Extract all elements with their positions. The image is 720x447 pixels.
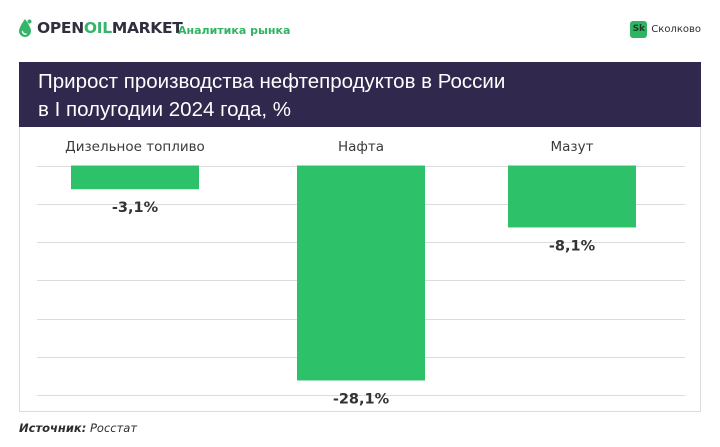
category-label: Нафта [338,139,384,155]
chart-area: Дизельное топливо -3,1% Нафта -28,1% Мазут -8… [19,127,701,412]
data-label: -28,1% [333,391,390,407]
skolkovo-badge-icon: Sk [630,21,648,38]
data-label: -8,1% [549,238,596,254]
skolkovo-logo: Sk Сколково [630,21,701,38]
logo-prefix: OPEN [37,19,84,37]
bar [71,165,199,190]
oil-drop-icon [19,19,32,37]
chart-title-line2: в I полугодии 2024 года, % [38,98,292,121]
source-note: Источник: Росстат [19,421,137,435]
chart-title-line1: Прирост производства нефтепродуктов в Ро… [38,70,506,93]
header: OPENOILMARKET Аналитика рынка Sk Сколков… [0,0,720,60]
bar [508,165,636,228]
source-label: Источник: [19,421,87,435]
chart-title-band: Прирост производства нефтепродуктов в Ро… [19,62,701,127]
category-label: Дизельное топливо [65,139,205,155]
data-label: -3,1% [112,200,159,216]
logo-text: OPENOILMARKET [37,18,183,38]
logo-accent: OIL [83,19,112,37]
source-value: Росстат [89,421,138,435]
bar-chart: Дизельное топливо -3,1% Нафта -28,1% Мазут -8… [37,139,685,407]
tagline: Аналитика рынка [178,24,291,37]
partner-name: Сколково [651,24,701,35]
bar [297,165,425,381]
openoilmarket-logo[interactable]: OPENOILMARKET [17,18,183,38]
category-label: Мазут [551,139,594,155]
logo-suffix: MARKET [111,19,183,37]
